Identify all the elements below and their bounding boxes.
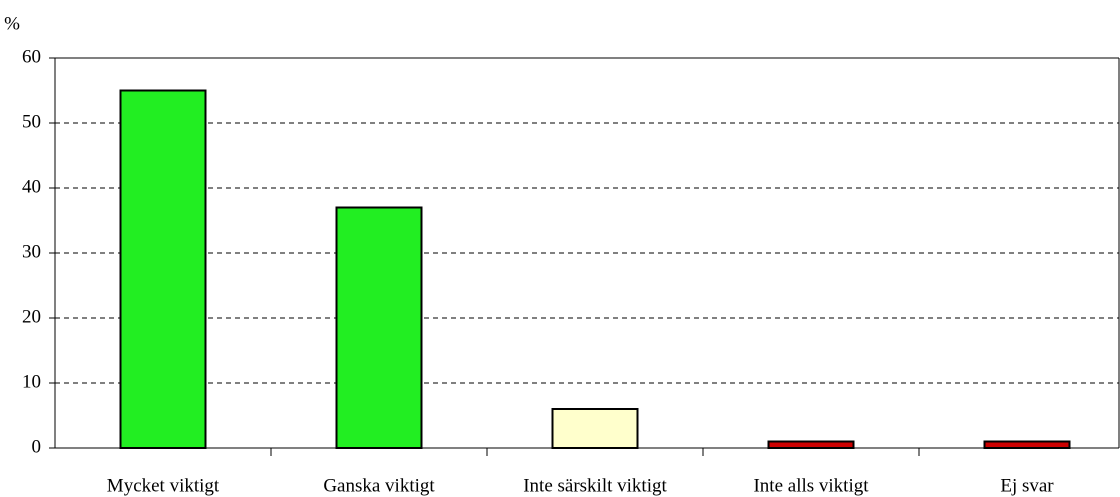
bar [983,440,1071,449]
y-axis-label: % [4,13,20,34]
y-tick-label: 20 [22,306,41,327]
x-tick-label: Inte alls viktigt [753,475,869,496]
x-tick-label: Inte särskilt viktigt [523,475,667,496]
bar [767,440,855,449]
x-tick-label: Ej svar [1000,475,1054,496]
y-tick-label: 30 [22,241,41,262]
y-tick-label: 50 [22,111,41,132]
bar [119,89,207,449]
bar [551,408,639,449]
y-tick-label: 10 [22,371,41,392]
x-tick-label: Ganska viktigt [323,475,435,496]
bar [335,206,423,449]
x-tick-label: Mycket viktigt [107,475,220,496]
y-tick-label: 40 [22,176,41,197]
y-tick-label: 60 [22,46,41,67]
y-tick-label: 0 [32,436,42,457]
